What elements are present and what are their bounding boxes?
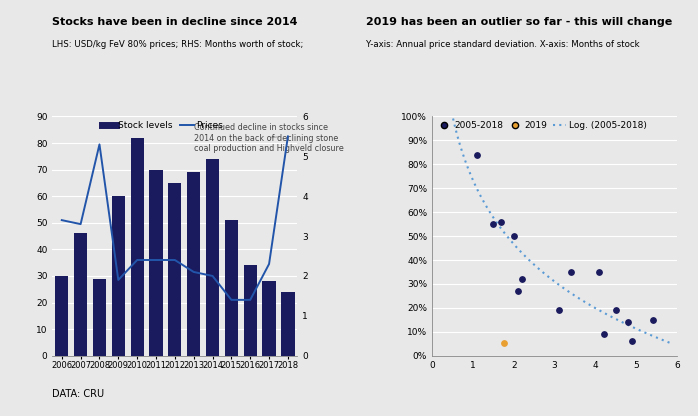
Legend: 2005-2018, 2019, Log. (2005-2018): 2005-2018, 2019, Log. (2005-2018): [438, 121, 647, 130]
Text: 2019 has been an outlier so far - this will change: 2019 has been an outlier so far - this w…: [366, 17, 673, 27]
Text: Y-axis: Annual price standard deviation. X-axis: Months of stock: Y-axis: Annual price standard deviation.…: [366, 40, 640, 49]
Bar: [112, 196, 125, 356]
Point: [565, 269, 577, 275]
Point: [471, 151, 482, 158]
Bar: [93, 279, 106, 356]
Point: [647, 317, 658, 323]
Point: [623, 319, 634, 325]
Point: [512, 288, 524, 295]
Bar: [149, 170, 163, 356]
Bar: [168, 183, 181, 356]
Point: [610, 307, 621, 314]
Bar: [225, 220, 238, 356]
Bar: [281, 292, 295, 356]
Bar: [131, 138, 144, 356]
Text: LHS: USD/kg FeV 80% prices; RHS: Months worth of stock;: LHS: USD/kg FeV 80% prices; RHS: Months …: [52, 40, 304, 49]
Text: Continued decline in stocks since
2014 on the back of declining stone
coal produ: Continued decline in stocks since 2014 o…: [193, 123, 343, 153]
Point: [517, 276, 528, 282]
Point: [508, 233, 519, 239]
Point: [627, 338, 638, 344]
Point: [598, 331, 609, 337]
Text: DATA: CRU: DATA: CRU: [52, 389, 105, 399]
Bar: [187, 172, 200, 356]
Point: [496, 218, 507, 225]
Point: [488, 221, 499, 228]
Bar: [74, 233, 87, 356]
Point: [594, 269, 605, 275]
Legend: Stock levels, Prices: Stock levels, Prices: [102, 121, 223, 130]
Bar: [262, 281, 276, 356]
Bar: [244, 265, 257, 356]
Point: [553, 307, 564, 314]
Point: [498, 339, 509, 346]
Bar: [206, 159, 219, 356]
Bar: [55, 276, 68, 356]
Text: Stocks have been in decline since 2014: Stocks have been in decline since 2014: [52, 17, 298, 27]
